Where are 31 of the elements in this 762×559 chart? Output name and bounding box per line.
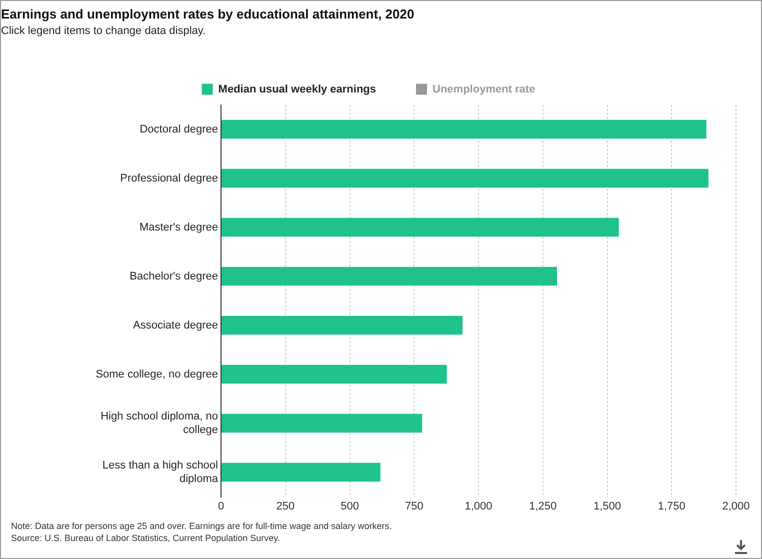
x-tick-label: 0	[218, 500, 224, 512]
x-tick-label: 2,000	[722, 500, 750, 512]
bar	[222, 414, 422, 433]
bar	[222, 168, 708, 188]
y-tick-label: Bachelor's degree	[130, 270, 218, 282]
y-tick-label: Doctoral degree	[140, 123, 218, 136]
legend-label: Unemployment rate	[432, 83, 536, 96]
y-tick-label: High school diploma, no college	[100, 410, 218, 436]
x-tick-label: 250	[276, 500, 295, 512]
x-tick-label: 1,500	[593, 500, 622, 512]
y-tick-label: Associate degree	[133, 319, 218, 332]
y-tick-label: Master's degree	[139, 221, 218, 234]
y-tick-label: Some college, no degree	[96, 368, 218, 380]
bar	[222, 266, 558, 286]
text: Click legend items to change data display.	[1, 25, 206, 38]
x-tick-label: 1,750	[658, 500, 686, 512]
y-tick-label: Professional degree	[120, 172, 218, 184]
y-tick-label: Less than a high school diploma	[102, 460, 219, 485]
x-tick-label: 500	[340, 500, 359, 512]
chart-title: Earnings and unemployment rates by educational attainment, 2020	[1, 6, 414, 22]
x-tick-label: 1,000	[464, 500, 492, 512]
bar	[222, 462, 380, 482]
bar	[222, 316, 463, 335]
source-note: Source: U.S. Bureau of Labor Statistics, Current Population Survey.	[11, 532, 281, 544]
x-tick-label: 750	[404, 500, 424, 512]
bar	[222, 364, 447, 384]
x-tick-label: 1,250	[529, 500, 557, 512]
text: Note: Data are for persons age 25 and over. Earnings are for full-time wage and salary workers.	[11, 520, 392, 532]
bar	[222, 120, 706, 139]
legend-label: Median usual weekly earnings	[218, 83, 376, 96]
bar	[222, 218, 619, 237]
